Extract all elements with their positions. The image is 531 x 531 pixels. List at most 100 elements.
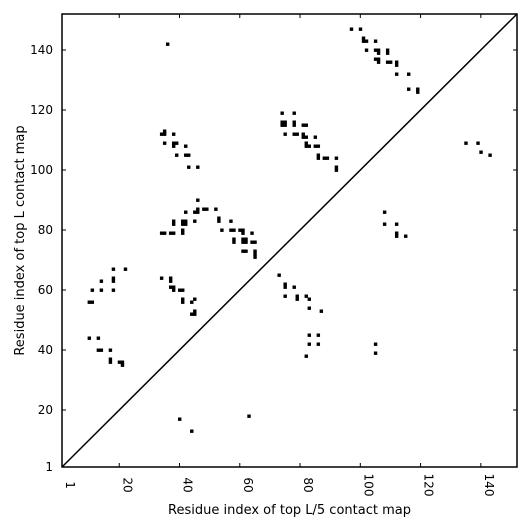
contact-point-lower: [214, 207, 218, 211]
contact-point-lower: [319, 309, 324, 313]
contact-point-lower: [190, 312, 194, 316]
contact-point-lower: [307, 342, 311, 346]
contact-point-lower: [90, 288, 95, 292]
contact-point-upper: [292, 132, 296, 136]
contact-point-lower: [90, 300, 95, 304]
contact-point-upper: [376, 48, 381, 52]
contact-point-lower: [178, 288, 182, 292]
contact-point-lower: [120, 360, 125, 364]
contact-point-lower: [232, 237, 236, 241]
x-tick-label: 1: [63, 481, 77, 489]
contact-point-lower: [220, 228, 224, 232]
contact-point-lower: [193, 309, 197, 313]
contact-point-lower: [193, 312, 197, 316]
contact-point-lower: [205, 207, 209, 211]
contact-point-lower: [232, 228, 236, 232]
contact-points: [87, 27, 492, 433]
contact-point-lower: [99, 288, 104, 292]
contact-point-lower: [171, 288, 176, 292]
contact-point-upper: [416, 90, 420, 94]
contact-point-lower: [181, 231, 185, 235]
contact-point-lower: [181, 300, 185, 304]
contact-point-lower: [229, 219, 233, 223]
contact-point-upper: [313, 144, 318, 148]
contact-point-lower: [244, 240, 248, 244]
y-tick-label: 140: [30, 43, 53, 57]
contact-point-lower: [190, 429, 194, 433]
contact-point-lower: [193, 210, 197, 214]
contact-point-upper: [304, 135, 308, 139]
contact-point-upper: [388, 60, 393, 64]
contact-point-upper: [304, 144, 308, 148]
contact-point-upper: [162, 132, 167, 136]
contact-point-upper: [301, 135, 305, 139]
contact-point-lower: [193, 219, 197, 223]
contact-point-lower: [241, 231, 245, 235]
contact-point-lower: [253, 249, 257, 253]
contact-point-upper: [488, 153, 492, 157]
contact-point-upper: [358, 27, 363, 31]
contact-point-lower: [241, 240, 245, 244]
contact-point-lower: [382, 222, 387, 226]
contact-point-lower: [111, 267, 116, 271]
contact-point-upper: [174, 153, 179, 157]
contact-point-lower: [181, 222, 185, 226]
contact-point-upper: [361, 39, 366, 43]
contact-point-lower: [193, 297, 197, 301]
contact-point-upper: [187, 153, 191, 157]
contact-point-lower: [87, 336, 92, 340]
contact-point-lower: [292, 285, 296, 289]
contact-point-lower: [159, 231, 164, 235]
contact-point-lower: [120, 363, 125, 367]
contact-point-lower: [316, 342, 321, 346]
contact-point-upper: [334, 165, 339, 169]
contact-point-lower: [196, 198, 200, 202]
contact-point-upper: [364, 39, 369, 43]
contact-point-lower: [304, 354, 308, 358]
x-axis-label: Residue index of top L/5 contact map: [168, 503, 411, 518]
contact-point-upper: [325, 156, 330, 160]
contact-point-upper: [364, 48, 369, 52]
contact-point-lower: [253, 240, 257, 244]
contact-point-upper: [301, 123, 305, 127]
contact-point-upper: [171, 141, 176, 145]
contact-point-upper: [187, 165, 191, 169]
x-tick-label: 120: [422, 474, 436, 497]
y-axis-label: Residue index of top L contact map: [13, 125, 28, 355]
contact-point-lower: [96, 336, 101, 340]
contact-point-lower: [283, 285, 287, 289]
contact-point-lower: [159, 276, 164, 280]
contact-point-lower: [382, 210, 387, 214]
contact-point-upper: [280, 120, 284, 124]
contact-point-lower: [241, 237, 245, 241]
contact-point-upper: [316, 156, 321, 160]
contact-point-lower: [99, 279, 104, 283]
contact-point-lower: [373, 351, 378, 355]
contact-point-lower: [394, 234, 399, 238]
y-tick-label: 100: [30, 163, 53, 177]
contact-point-lower: [283, 294, 287, 298]
contact-point-upper: [196, 165, 200, 169]
contact-point-lower: [394, 222, 399, 226]
contact-point-upper: [394, 72, 399, 76]
contact-point-upper: [394, 60, 399, 64]
contact-point-upper: [174, 141, 179, 145]
contact-point-upper: [292, 111, 296, 115]
contact-point-upper: [292, 123, 296, 127]
contact-point-lower: [307, 333, 311, 337]
contact-point-upper: [165, 42, 170, 46]
x-tick-label: 40: [181, 477, 195, 492]
contact-point-lower: [253, 255, 257, 259]
contact-point-lower: [394, 231, 399, 235]
contact-point-lower: [196, 207, 200, 211]
y-tick-label: 1: [45, 460, 53, 474]
contact-point-upper: [283, 123, 287, 127]
contact-point-lower: [181, 297, 185, 301]
contact-point-lower: [123, 267, 128, 271]
contact-point-upper: [295, 132, 299, 136]
contact-point-upper: [301, 132, 305, 136]
contact-point-upper: [479, 150, 483, 154]
x-tick-label: 140: [482, 474, 496, 497]
contact-point-lower: [108, 360, 113, 364]
contact-point-lower: [295, 294, 299, 298]
